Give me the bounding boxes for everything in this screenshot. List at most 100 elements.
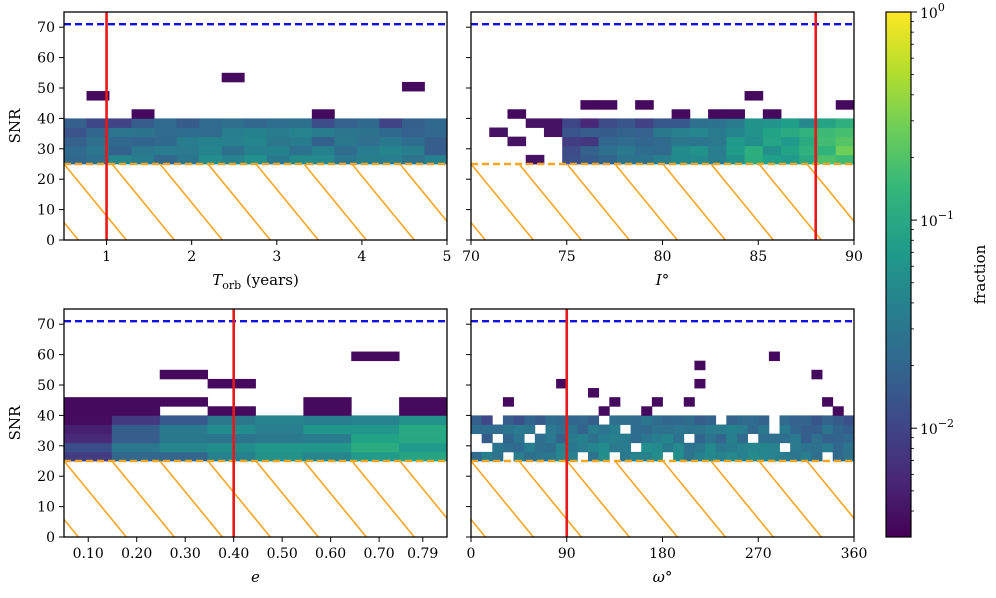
heatmap-cell (758, 442, 770, 453)
heatmap-cell (683, 451, 695, 462)
heatmap-cell (351, 433, 400, 444)
heatmap-cell (109, 145, 132, 156)
heatmap-cell (481, 415, 493, 425)
heatmap-cell (424, 154, 447, 165)
heatmap-cell (726, 136, 745, 147)
heatmap-cell (609, 433, 621, 444)
heatmap-cell (131, 109, 155, 119)
heatmap-cell (817, 136, 837, 147)
heatmap-cell (641, 415, 653, 425)
heatmap-cell (502, 442, 514, 453)
heatmap-cell (154, 154, 178, 165)
heatmap-cell (619, 415, 631, 425)
heatmap-cell (799, 127, 818, 138)
heatmap-cell (424, 118, 447, 128)
heatmap-cell (762, 118, 782, 128)
heatmap-cell (471, 424, 483, 435)
heatmap-cell (635, 100, 654, 110)
heatmap-cell (207, 415, 256, 425)
heatmap-cell (199, 127, 223, 138)
heatmap-cell (781, 118, 800, 128)
heatmap-cell (159, 397, 209, 407)
x-tick-label: 0.40 (218, 546, 249, 562)
heatmap-cell (513, 424, 525, 435)
heatmap-cell (311, 109, 335, 119)
heatmap-cell (822, 442, 834, 453)
heatmap-cell (653, 154, 673, 165)
hatch-line (303, 460, 367, 537)
panel-incl: 70 75 80 85 90 I° (327, 11, 863, 289)
heatmap-cell (598, 118, 618, 128)
heatmap-cell (726, 451, 738, 462)
heatmap-cell (598, 136, 618, 147)
heatmap-cell (545, 424, 557, 435)
heatmap-cell (588, 451, 600, 462)
heatmap-cell (811, 424, 823, 435)
x-tick-label: 0.79 (407, 546, 438, 562)
colorbar-tick-label: 10−1 (920, 209, 954, 230)
heatmap-cell (334, 145, 358, 156)
heatmap-cell (736, 415, 749, 425)
heatmap-cell (811, 369, 823, 380)
heatmap-cell (566, 442, 578, 453)
heatmap-cell (64, 433, 113, 444)
heatmap-cell (689, 127, 709, 138)
hatch-line (327, 164, 389, 240)
heatmap-cell (726, 424, 738, 435)
heatmap-cell (524, 415, 536, 425)
heatmap-cell (811, 451, 823, 462)
hatch-line (159, 163, 223, 240)
hatch-line (375, 461, 437, 537)
heatmap-cell (266, 145, 290, 156)
heatmap-cell (502, 397, 514, 407)
heatmap-cell (689, 154, 709, 165)
y-tick-label: 30 (37, 439, 55, 455)
heatmap-cell (525, 154, 545, 165)
hatch-line (471, 221, 486, 240)
heatmap-cell (176, 136, 200, 147)
heatmap-cell (221, 127, 245, 138)
heatmap-cell (683, 442, 695, 453)
heatmap-cell (726, 442, 738, 453)
x-tick-label: 80 (654, 249, 672, 265)
x-tick-label: 360 (841, 546, 868, 562)
heatmap-cell (266, 118, 290, 128)
heatmap-cell (689, 136, 709, 147)
heatmap-cell (289, 118, 313, 128)
heatmap-cell (562, 118, 581, 128)
heatmap-cell (489, 127, 508, 138)
heatmap-cell (356, 127, 380, 138)
heatmap-cell (683, 415, 695, 425)
heatmap-cell (641, 424, 653, 435)
heatmap-cell (562, 145, 581, 156)
heatmap-cell (159, 415, 209, 425)
heatmap-cell (86, 91, 110, 101)
heatmap-cell (781, 145, 800, 156)
heatmap-cell (726, 118, 745, 128)
heatmap-cell (580, 118, 600, 128)
y-axis-label: SNR (6, 108, 24, 143)
heatmap-cell (683, 397, 695, 407)
heatmap-cell (356, 145, 380, 156)
heatmap-cell (109, 136, 132, 147)
heatmap-cell (673, 415, 685, 425)
heatmap-cell (598, 433, 610, 444)
y-tick-label: 50 (37, 378, 55, 394)
colorbar-gradient (886, 12, 911, 537)
hatch-line (375, 164, 437, 240)
heatmap-cell (817, 154, 837, 165)
heatmap-cell (781, 154, 800, 165)
heatmap-cell (86, 136, 110, 147)
heatmap-cell (671, 136, 691, 147)
heatmap-cell (351, 442, 400, 453)
hatch-line (688, 164, 750, 240)
heatmap-cell (221, 154, 245, 165)
heatmap-cell (726, 154, 745, 165)
heatmap-torb (64, 72, 447, 165)
heatmap-cell (289, 145, 313, 156)
heatmap-cell (399, 442, 447, 453)
heatmap-cell (835, 118, 854, 128)
heatmap-cell (799, 118, 818, 128)
heatmap-cell (545, 442, 557, 453)
heatmap-cell (492, 442, 504, 453)
